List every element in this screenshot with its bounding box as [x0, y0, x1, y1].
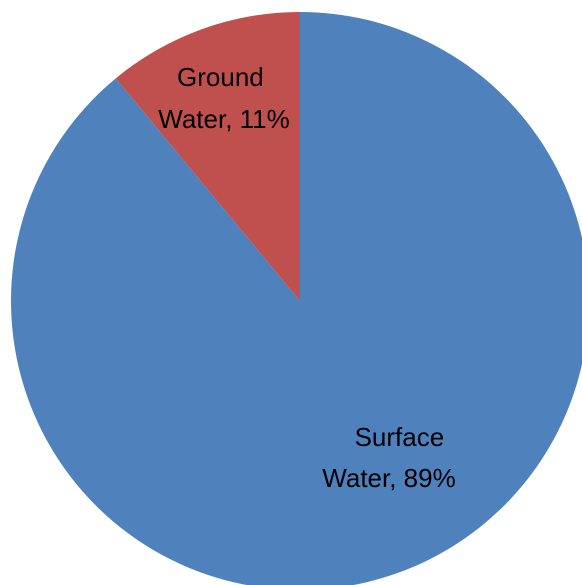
slice-label-surface-water: Surface Water, 89%: [322, 422, 455, 493]
slice-label-ground-line2: Water, 11%: [158, 104, 290, 134]
slice-label-ground-water: Ground Water, 11%: [158, 62, 290, 134]
pie-slice-ground-water: [115, 12, 300, 301]
pie-slices: [10, 12, 582, 585]
slice-label-surface-line1: Surface: [355, 422, 445, 452]
pie-slice-surface-water: [10, 12, 582, 585]
slice-label-ground-line1: Ground: [177, 62, 264, 92]
slice-label-surface-line2: Water, 89%: [322, 463, 455, 493]
